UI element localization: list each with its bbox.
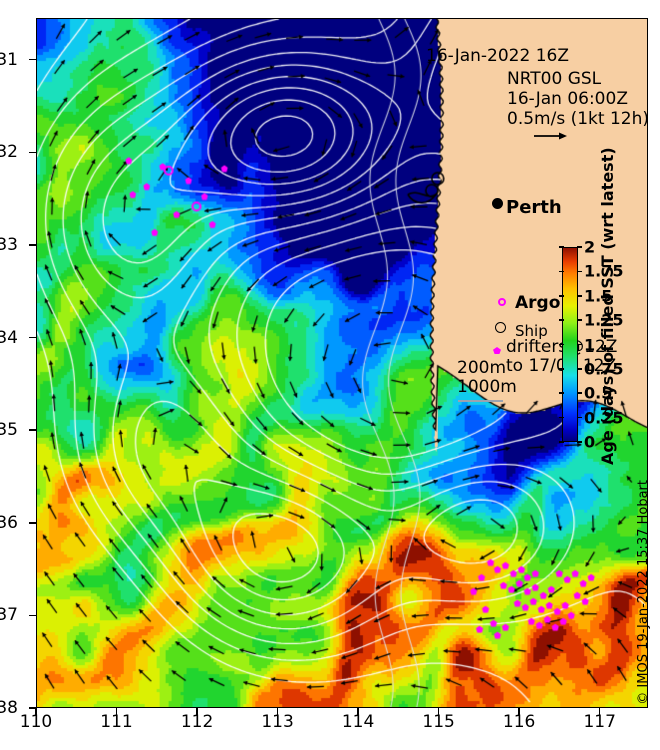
colorbar-tick — [559, 294, 564, 297]
sst-age-raster — [37, 19, 647, 707]
x-axis-tick — [115, 708, 118, 715]
colorbar-tick — [577, 294, 582, 297]
header-datetime: 16-Jan-2022 16Z — [426, 46, 569, 66]
argo-marker-icon — [498, 298, 506, 306]
y-axis-tick — [29, 614, 36, 617]
isobath-1000m-label: 1000m — [457, 377, 517, 397]
x-axis-tick — [357, 708, 359, 715]
x-axis-label: 110 — [19, 712, 53, 732]
y-axis-label: -34 — [0, 327, 18, 348]
map-plot-area[interactable]: 16-Jan-2022 16Z NRT00 GSL 16-Jan 06:00Z … — [36, 18, 648, 708]
x-axis-label: 115 — [422, 712, 455, 732]
colorbar-tick-label: 2 — [584, 237, 596, 257]
colorbar-tick — [559, 343, 564, 346]
colorbar-tick-label: 0 — [584, 432, 596, 452]
header-valid-time: 16-Jan 06:00Z — [507, 89, 628, 109]
y-axis-label: -35 — [0, 420, 18, 441]
y-axis-label: -31 — [0, 49, 18, 70]
x-axis-tick — [35, 708, 37, 715]
perth-marker-dot — [492, 198, 503, 209]
isobath-200m-label: 200m — [457, 358, 507, 378]
colorbar-tick-label: 1.5 — [584, 286, 613, 306]
y-axis-tick — [29, 336, 36, 339]
x-axis-tick — [518, 708, 520, 715]
colorbar-tick-label: 1 — [584, 335, 596, 354]
colorbar-tick — [577, 368, 582, 370]
x-axis-tick — [276, 708, 279, 715]
y-axis-tick — [29, 58, 36, 61]
colorbar-tick — [577, 246, 582, 248]
colorbar-tick — [577, 319, 582, 321]
copyright-credit: © IMOS 19-Jan-2022 15:37 Hobart — [636, 480, 651, 705]
y-axis-label: -33 — [0, 234, 18, 255]
y-axis-label: -36 — [0, 512, 18, 533]
colorbar-tick-label: 0.5 — [584, 383, 613, 403]
colorbar-tick — [559, 319, 564, 321]
y-axis-tick — [29, 707, 36, 709]
colorbar-tick-label: 0.75 — [584, 359, 624, 379]
colorbar-tick — [577, 441, 582, 443]
y-axis-tick — [29, 429, 36, 431]
ship-marker-icon — [495, 322, 506, 333]
y-axis-label: -32 — [0, 142, 18, 163]
x-axis-label: 112 — [180, 712, 214, 732]
y-axis-label: -38 — [0, 698, 18, 718]
colorbar-gradient — [562, 247, 578, 442]
colorbar-tick — [559, 392, 564, 395]
x-axis-label: 113 — [261, 712, 294, 732]
legend-drifters-line2: to 17/01 12Z — [506, 356, 617, 376]
drifter-marker-icon — [493, 347, 501, 354]
colorbar-tick — [577, 343, 582, 346]
y-axis-tick — [29, 151, 36, 154]
isobath-key-rule — [458, 400, 503, 402]
colorbar-tick — [559, 368, 564, 370]
header-model-name: NRT00 GSL — [507, 69, 602, 89]
y-axis-tick — [29, 244, 36, 246]
y-axis-tick — [29, 522, 36, 524]
colorbar-tick — [559, 270, 564, 273]
legend-drifters-line1: drifters@12Z — [506, 337, 617, 357]
legend-ship-label: Ship — [515, 322, 548, 340]
x-axis-label: 117 — [583, 712, 616, 732]
y-axis-label: -37 — [0, 605, 18, 626]
colorbar-tick — [559, 416, 564, 419]
legend-argo-label: Argo — [515, 293, 561, 313]
colorbar-tick-label: 1.75 — [584, 261, 624, 281]
x-axis-label: 116 — [502, 712, 536, 732]
x-axis-label: 114 — [341, 712, 375, 732]
x-axis-label: 111 — [100, 712, 133, 732]
colorbar-gradient-wrap — [562, 247, 578, 442]
colorbar-tick — [577, 270, 582, 273]
x-axis-tick — [598, 708, 601, 715]
colorbar-tick — [577, 392, 582, 395]
header-vector-scale: 0.5m/s (1kt 12h) — [507, 109, 648, 129]
perth-city-label: Perth — [506, 197, 562, 218]
colorbar-tick — [577, 416, 582, 419]
x-axis-tick — [196, 708, 198, 715]
right-arrow-icon — [534, 132, 567, 140]
colorbar-tick-label: 0.25 — [584, 408, 624, 428]
colorbar-tick — [559, 246, 564, 248]
colorbar-tick-label: 1.25 — [584, 310, 624, 330]
x-axis-tick — [437, 708, 440, 715]
colorbar-tick — [559, 441, 564, 443]
